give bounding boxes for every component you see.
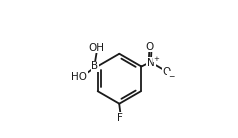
Text: OH: OH: [89, 43, 105, 53]
Text: F: F: [117, 112, 123, 123]
Text: +: +: [153, 56, 159, 62]
Text: B: B: [91, 61, 99, 71]
Text: HO: HO: [71, 72, 87, 82]
Text: −: −: [168, 72, 174, 81]
Text: O: O: [146, 42, 154, 52]
Text: O: O: [163, 67, 171, 77]
Text: N: N: [147, 58, 155, 68]
